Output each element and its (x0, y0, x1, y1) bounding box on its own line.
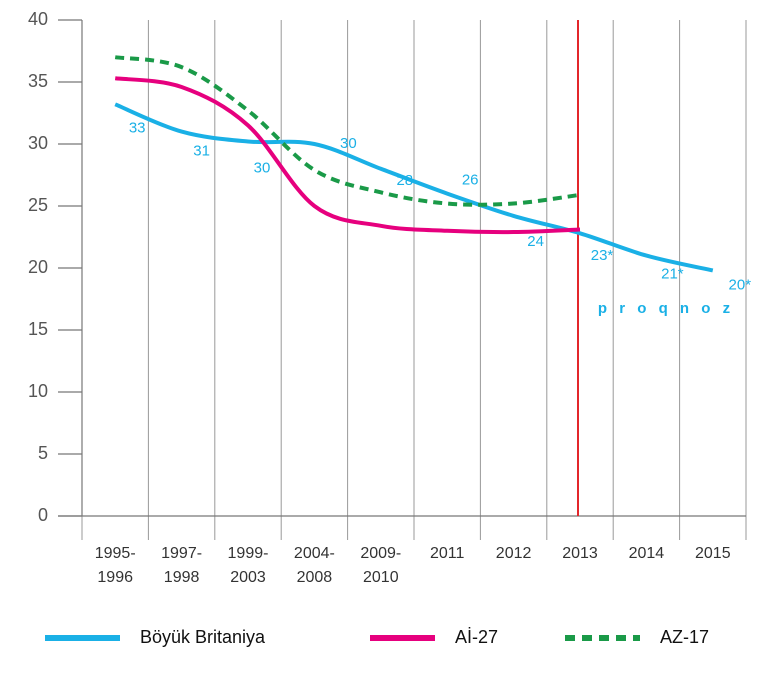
annotation: p r o q n o z (598, 300, 734, 317)
legend-label: Aİ-27 (455, 627, 498, 647)
series-line (114, 55, 581, 207)
data-label: 31 (193, 143, 210, 160)
y-tick-label: 30 (28, 133, 48, 153)
y-tick-label: 35 (28, 71, 48, 91)
y-tick-label: 40 (28, 9, 48, 29)
series-line (114, 76, 581, 235)
y-tick-label: 5 (38, 443, 48, 463)
x-tick-label: 2011 (429, 545, 465, 562)
x-tick-label: 2004-2008 (293, 545, 335, 586)
data-label: 33 (129, 119, 146, 136)
y-tick-label: 15 (28, 319, 48, 339)
data-label: 26 (462, 172, 479, 189)
legend-label: Böyük Britaniya (140, 627, 266, 647)
x-tick-label: 2012 (495, 545, 532, 562)
x-tick-label: 1999-2003 (227, 545, 269, 586)
data-label: 23* (591, 247, 614, 264)
legend-label: AZ-17 (660, 627, 709, 647)
x-tick-label: 2014 (628, 545, 665, 562)
x-tick-label: 2015 (695, 545, 731, 562)
y-tick-label: 25 (28, 195, 48, 215)
data-label: 30 (254, 159, 271, 176)
x-tick-label: 1995-1996 (94, 545, 136, 586)
data-label: 30 (340, 135, 357, 152)
x-tick-label: 2009-2010 (360, 545, 402, 586)
y-tick-label: 10 (28, 381, 48, 401)
series-line (114, 102, 714, 273)
data-label: 21* (661, 266, 684, 283)
y-tick-label: 0 (38, 505, 48, 525)
y-tick-label: 20 (28, 257, 48, 277)
data-label: 28 (396, 172, 413, 189)
data-label: 20* (729, 276, 752, 293)
x-tick-label: 2013 (562, 545, 598, 562)
x-tick-label: 1997-1998 (161, 545, 203, 586)
data-label: 24 (527, 233, 544, 250)
